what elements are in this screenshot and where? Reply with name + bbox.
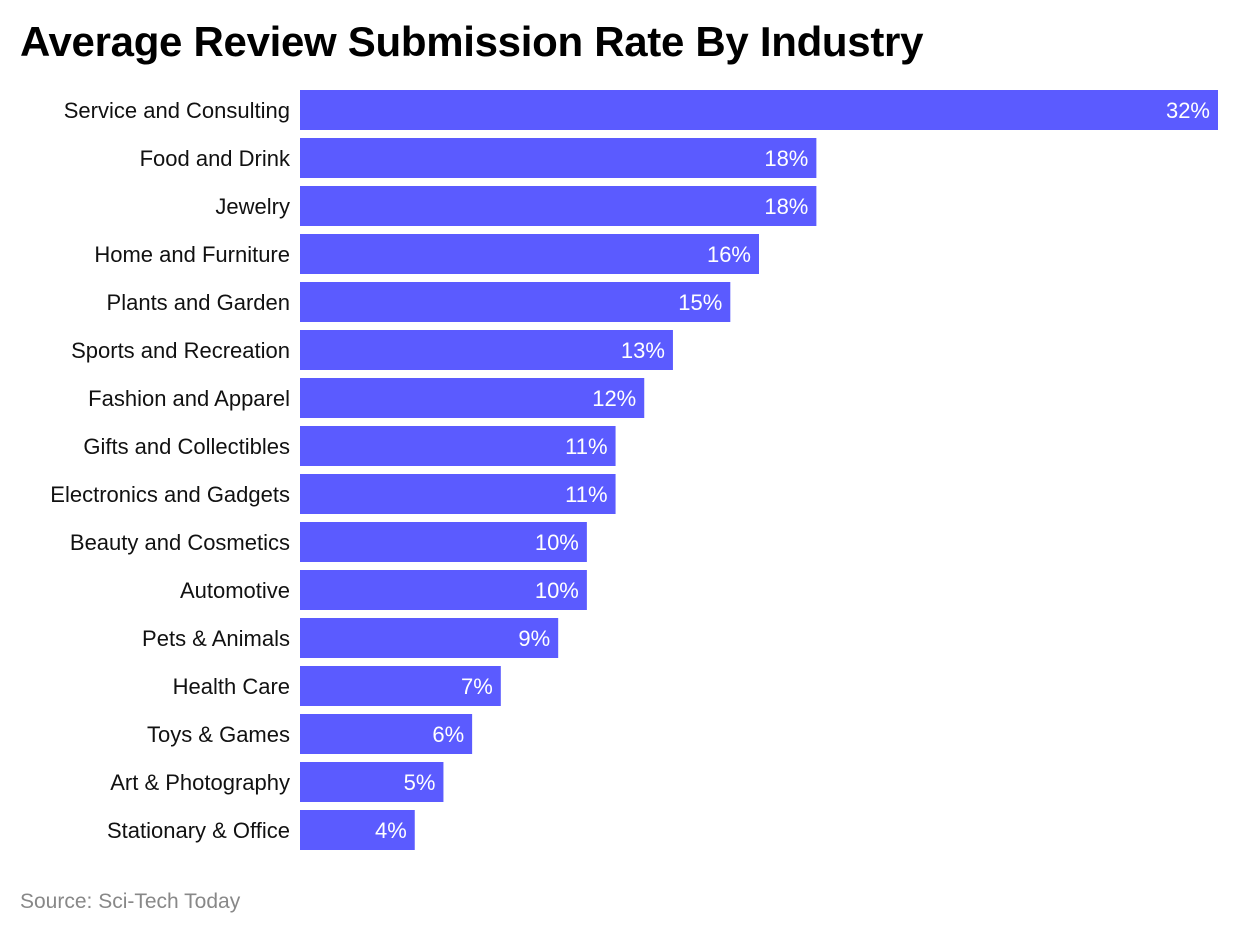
bar (300, 570, 587, 610)
value-label: 10% (535, 578, 579, 603)
category-label: Art & Photography (110, 770, 290, 795)
category-label: Beauty and Cosmetics (70, 530, 290, 555)
value-label: 11% (565, 482, 607, 507)
value-label: 18% (764, 146, 808, 171)
value-label: 16% (707, 242, 751, 267)
value-label: 10% (535, 530, 579, 555)
value-label: 18% (764, 194, 808, 219)
bars-layer: Service and Consulting 32% Food and Drink 1… (50, 90, 1218, 850)
category-label: Food and Drink (140, 146, 291, 171)
value-label: 12% (592, 386, 636, 411)
bar (300, 186, 817, 226)
category-label: Automotive (180, 578, 290, 603)
value-label: 5% (404, 770, 436, 795)
bar (300, 618, 559, 658)
bar (300, 234, 759, 274)
category-label: Gifts and Collectibles (83, 434, 290, 459)
value-label: 6% (432, 722, 464, 747)
category-label: Jewelry (215, 194, 290, 219)
value-label: 32% (1166, 98, 1210, 123)
bar (300, 474, 616, 514)
bar (300, 138, 817, 178)
bar (300, 378, 645, 418)
bar (300, 426, 616, 466)
bar (300, 762, 444, 802)
category-label: Toys & Games (147, 722, 290, 747)
bar (300, 666, 501, 706)
bar (300, 90, 1218, 130)
bar-chart: Service and Consulting 32% Food and Drink 1… (50, 90, 1218, 850)
category-label: Fashion and Apparel (88, 386, 290, 411)
category-label: Plants and Garden (107, 290, 290, 315)
category-label: Stationary & Office (107, 818, 290, 843)
category-label: Health Care (173, 674, 290, 699)
category-label: Electronics and Gadgets (50, 482, 290, 507)
category-label: Service and Consulting (64, 98, 290, 123)
bar (300, 282, 731, 322)
value-label: 7% (461, 674, 493, 699)
bar (300, 330, 673, 370)
chart-title: Average Review Submission Rate By Indust… (20, 18, 924, 65)
category-label: Home and Furniture (94, 242, 290, 267)
value-label: 15% (678, 290, 722, 315)
bar (300, 522, 587, 562)
category-label: Pets & Animals (142, 626, 290, 651)
source-note: Source: Sci-Tech Today (20, 890, 241, 913)
value-label: 13% (621, 338, 665, 363)
value-label: 4% (375, 818, 407, 843)
value-label: 11% (565, 434, 607, 459)
bar (300, 714, 473, 754)
bar (300, 810, 415, 850)
category-label: Sports and Recreation (71, 338, 290, 363)
value-label: 9% (518, 626, 550, 651)
